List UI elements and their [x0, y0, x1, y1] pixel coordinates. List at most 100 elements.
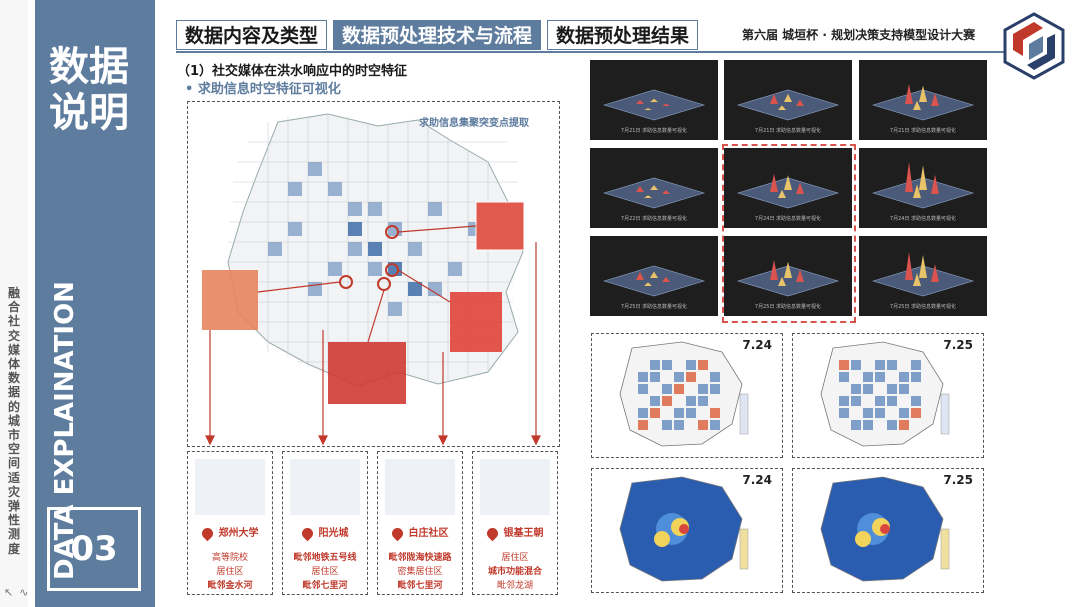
- render-panel: 7月21日 求助信息数量可视化: [590, 60, 718, 140]
- tab-results[interactable]: 数据预处理结果: [547, 20, 699, 50]
- density-surface: [871, 252, 975, 297]
- density-peak: [650, 185, 658, 190]
- density-surface: [736, 89, 840, 121]
- poi-attr: 毗邻陇海快速路: [388, 553, 452, 563]
- density-peak: [778, 105, 786, 110]
- tab-data-content[interactable]: 数据内容及类型: [176, 20, 328, 50]
- grid-cell: [686, 396, 696, 406]
- grid-cell: [863, 420, 873, 430]
- kde-hotspot: [880, 524, 890, 534]
- density-peak: [644, 195, 652, 198]
- grid-map-card: 7.24: [591, 333, 783, 458]
- poi-attr: 密集居住区: [397, 567, 443, 577]
- poi-attr: 毗邻龙湖: [496, 581, 533, 591]
- city-grid-map: [202, 113, 541, 446]
- grid-cell: [839, 396, 849, 406]
- grid-cell: [710, 384, 720, 394]
- density-peak: [784, 93, 792, 102]
- density-peak: [662, 276, 670, 282]
- density-peak: [913, 100, 921, 110]
- subsection-bullet: • 求助信息时空特征可视化: [185, 82, 341, 97]
- map-legend: [739, 528, 749, 570]
- grid-cell: [698, 420, 708, 430]
- grid-cell: [851, 420, 861, 430]
- section-title: 数据说明: [49, 44, 129, 136]
- grid-cell: [698, 360, 708, 370]
- tab-preprocessing[interactable]: 数据预处理技术与流程: [333, 20, 542, 50]
- grid-cell: [710, 408, 720, 418]
- map-label: 求助信息集聚突变点提取: [419, 118, 529, 129]
- poi-thumbnail: [480, 459, 550, 515]
- grid-cell: [875, 372, 885, 382]
- grid-cell: [650, 408, 660, 418]
- density-peak: [919, 85, 927, 102]
- density-peak: [931, 264, 939, 282]
- kde-map: [820, 476, 950, 582]
- density-peak: [913, 273, 921, 286]
- grid-cell: [875, 396, 885, 406]
- poi-thumbnail: [290, 459, 360, 515]
- poi-card-zhengzhou-university: 郑州大学 高等院校 居住区 毗邻金水河: [187, 451, 273, 595]
- subsection-title: （1）社交媒体在洪水响应中的时空特征: [177, 64, 408, 79]
- density-surface: [871, 162, 975, 209]
- grid-cell: [863, 372, 873, 382]
- density-peak: [770, 260, 778, 280]
- location-pin-icon: [299, 525, 315, 541]
- vertical-project-title: 融合社交媒体数据的城市空间适灾弹性测度: [7, 286, 20, 556]
- density-peak: [796, 269, 804, 282]
- grid-cell: [686, 360, 696, 370]
- density-peak: [644, 108, 652, 110]
- poi-attr: 居住区: [501, 553, 529, 563]
- poi-name: 阳光城: [318, 528, 349, 539]
- location-pin-icon: [199, 525, 215, 541]
- map-date: 7.24: [742, 473, 772, 487]
- poi-card-yinji: 银基王朝 居住区 城市功能混合 毗邻龙湖: [472, 451, 558, 595]
- location-pin-icon: [484, 525, 500, 541]
- grid-cell: [650, 360, 660, 370]
- density-surface: [736, 174, 840, 209]
- inset-hotspot-s: [328, 342, 406, 404]
- location-pin-icon: [389, 525, 405, 541]
- grid-cell: [839, 408, 849, 418]
- grid-cell: [911, 360, 921, 370]
- poi-attr: 居住区: [216, 567, 244, 577]
- header-tabs: 数据内容及类型 数据预处理技术与流程 数据预处理结果: [176, 20, 699, 50]
- map-legend: [940, 528, 950, 570]
- grid-cell: [851, 360, 861, 370]
- grid-cell: [887, 360, 897, 370]
- poi-attr: 高等院校: [211, 553, 248, 563]
- grid-cell: [662, 384, 672, 394]
- grid-cell: [638, 408, 648, 418]
- grid-map-card: 7.25: [792, 333, 984, 458]
- pen-icon[interactable]: ∿: [19, 586, 29, 599]
- density-peak: [905, 84, 913, 104]
- density-peak: [796, 182, 804, 194]
- grid-cell: [674, 408, 684, 418]
- map-legend: [739, 393, 749, 435]
- density-surface: [602, 89, 706, 121]
- kde-hotspot: [679, 524, 689, 534]
- grid-cell: [875, 360, 885, 370]
- grid-cell: [851, 384, 861, 394]
- competition-logo: [1003, 12, 1065, 80]
- grid-cell: [686, 408, 696, 418]
- kde-map-card: 7.25: [792, 468, 984, 593]
- grid-cell: [911, 396, 921, 406]
- grid-cell: [710, 420, 720, 430]
- poi-name: 郑州大学: [218, 528, 259, 539]
- density-peak: [778, 189, 786, 198]
- render-panel: 7月22日 求助信息数量可视化: [590, 148, 718, 228]
- density-peak: [931, 174, 939, 194]
- density-surface: [602, 265, 706, 297]
- density-peak: [644, 282, 652, 286]
- grid-cell: [899, 408, 909, 418]
- kde-hotspot: [654, 531, 670, 547]
- render-panel: 7月21日 求助信息数量可视化: [859, 60, 987, 140]
- poi-attr: 毗邻地铁五号线: [293, 553, 357, 563]
- grid-cell: [650, 372, 660, 382]
- grid-cell: [650, 396, 660, 406]
- grid-cell: [899, 420, 909, 430]
- pointer-icon[interactable]: ↖: [4, 586, 14, 599]
- poi-attr: 居住区: [311, 567, 339, 577]
- poi-name: 白庄社区: [408, 528, 449, 539]
